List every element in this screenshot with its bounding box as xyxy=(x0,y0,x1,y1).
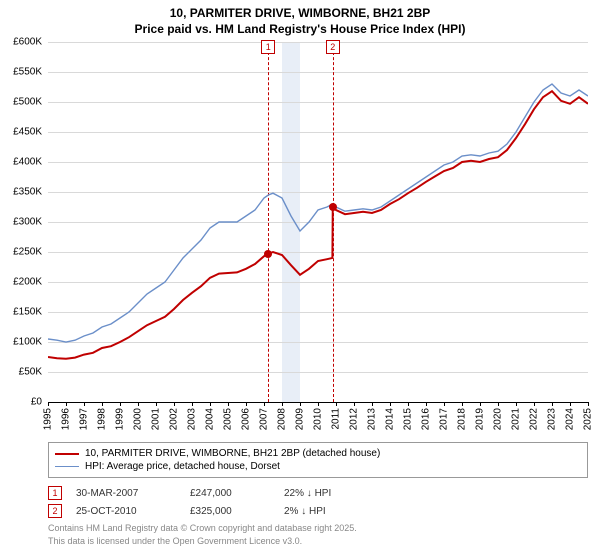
sale-row-1: 1 30-MAR-2007 £247,000 22% ↓ HPI xyxy=(48,484,588,502)
x-tick-label: 2019 xyxy=(475,408,486,430)
y-tick-label: £350K xyxy=(2,187,42,198)
legend-swatch-property xyxy=(55,453,79,455)
legend-box: 10, PARMITER DRIVE, WIMBORNE, BH21 2BP (… xyxy=(48,442,588,478)
sale-hpi-diff: 2% ↓ HPI xyxy=(284,506,374,517)
x-tick-label: 2007 xyxy=(259,408,270,430)
y-tick-label: £100K xyxy=(2,337,42,348)
series-property xyxy=(48,91,588,359)
x-tick-label: 1999 xyxy=(115,408,126,430)
y-tick-label: £150K xyxy=(2,307,42,318)
x-tick-label: 2016 xyxy=(421,408,432,430)
x-tick-label: 2013 xyxy=(367,408,378,430)
credit-line-2: This data is licensed under the Open Gov… xyxy=(48,536,588,546)
chart-subtitle: Price paid vs. HM Land Registry's House … xyxy=(0,22,600,36)
x-tick-label: 2021 xyxy=(511,408,522,430)
sale-hpi-diff: 22% ↓ HPI xyxy=(284,488,374,499)
x-tick-label: 2002 xyxy=(169,408,180,430)
x-tick-label: 1995 xyxy=(43,408,54,430)
x-tick-label: 2011 xyxy=(331,408,342,430)
x-tick-label: 2017 xyxy=(439,408,450,430)
series-hpi xyxy=(48,84,588,342)
legend-label-property: 10, PARMITER DRIVE, WIMBORNE, BH21 2BP (… xyxy=(85,448,380,459)
y-tick-label: £500K xyxy=(2,97,42,108)
chart-plot-area: £0£50K£100K£150K£200K£250K£300K£350K£400… xyxy=(48,42,588,402)
sale-point xyxy=(329,203,337,211)
x-tick-label: 1997 xyxy=(79,408,90,430)
x-tick-label: 2025 xyxy=(583,408,594,430)
y-tick-label: £250K xyxy=(2,247,42,258)
x-tick-label: 2014 xyxy=(385,408,396,430)
x-tick-label: 2012 xyxy=(349,408,360,430)
x-tick-label: 2015 xyxy=(403,408,414,430)
y-tick-label: £600K xyxy=(2,37,42,48)
sale-date: 30-MAR-2007 xyxy=(76,488,176,499)
x-tick-label: 2005 xyxy=(223,408,234,430)
x-tick-label: 2009 xyxy=(295,408,306,430)
y-tick-label: £400K xyxy=(2,157,42,168)
x-tick-label: 1996 xyxy=(61,408,72,430)
sale-price: £325,000 xyxy=(190,506,270,517)
y-tick-label: £200K xyxy=(2,277,42,288)
sale-point xyxy=(264,250,272,258)
sale-date: 25-OCT-2010 xyxy=(76,506,176,517)
sale-row-2: 2 25-OCT-2010 £325,000 2% ↓ HPI xyxy=(48,502,588,520)
y-tick-label: £300K xyxy=(2,217,42,228)
x-tick-label: 2020 xyxy=(493,408,504,430)
x-tick-label: 2023 xyxy=(547,408,558,430)
x-tick-label: 2003 xyxy=(187,408,198,430)
sale-row-marker: 2 xyxy=(48,504,62,518)
chart-title: 10, PARMITER DRIVE, WIMBORNE, BH21 2BP xyxy=(0,6,600,20)
x-tick-label: 2022 xyxy=(529,408,540,430)
x-tick-label: 2001 xyxy=(151,408,162,430)
sale-row-marker: 1 xyxy=(48,486,62,500)
x-tick-label: 1998 xyxy=(97,408,108,430)
sale-price: £247,000 xyxy=(190,488,270,499)
y-tick-label: £450K xyxy=(2,127,42,138)
x-tick-label: 2004 xyxy=(205,408,216,430)
y-tick-label: £0 xyxy=(2,397,42,408)
x-tick-label: 2024 xyxy=(565,408,576,430)
x-tick-label: 2000 xyxy=(133,408,144,430)
x-tick-label: 2018 xyxy=(457,408,468,430)
x-tick-label: 2010 xyxy=(313,408,324,430)
y-tick-label: £550K xyxy=(2,67,42,78)
credit-line-1: Contains HM Land Registry data © Crown c… xyxy=(48,523,588,533)
legend-label-hpi: HPI: Average price, detached house, Dors… xyxy=(85,461,280,472)
x-tick-label: 2008 xyxy=(277,408,288,430)
legend-swatch-hpi xyxy=(55,466,79,467)
y-tick-label: £50K xyxy=(2,367,42,378)
x-tick-label: 2006 xyxy=(241,408,252,430)
